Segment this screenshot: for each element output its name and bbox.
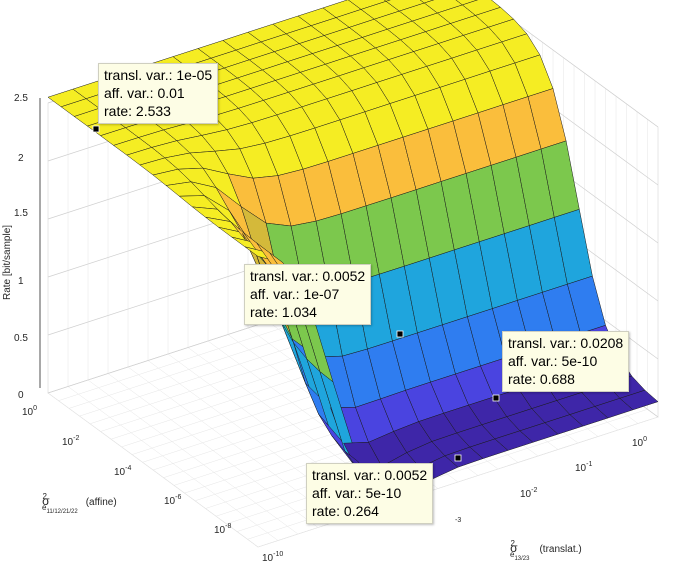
affine-tick-1e-8: 10-8: [214, 523, 231, 536]
z-tick-2: 2: [18, 153, 24, 164]
datatip-3-affine: aff. var.: 5e-10: [508, 353, 598, 369]
datatip-marker-1[interactable]: [92, 125, 100, 133]
datatip-2[interactable]: transl. var.: 0.0052 aff. var.: 1e-07 ra…: [244, 264, 372, 325]
datatip-4-transl: transl. var.: 0.0052: [312, 467, 428, 483]
z-tick-1.5: 1.5: [14, 208, 28, 219]
translat-tick-1e0: 100: [632, 436, 647, 449]
datatip-1-rate: rate: 2.533: [104, 103, 171, 119]
datatip-1[interactable]: transl. var.: 1e-05 aff. var.: 0.01 rate…: [98, 63, 219, 124]
translat-axis-label: σ2 e13/23(translat.): [510, 539, 582, 562]
grid-line: [257, 416, 659, 548]
datatip-1-affine: aff. var.: 0.01: [104, 85, 185, 101]
affine-tick-1e-4: 10-4: [114, 465, 131, 478]
datatip-3[interactable]: transl. var.: 0.0208 aff. var.: 5e-10 ra…: [502, 331, 630, 392]
affine-tick-1e-2: 10-2: [62, 435, 79, 448]
z-tick-0: 0: [18, 390, 24, 401]
datatip-2-affine: aff. var.: 1e-07: [250, 286, 340, 302]
datatip-1-transl: transl. var.: 1e-05: [104, 67, 213, 83]
datatip-marker-4[interactable]: [454, 454, 462, 462]
affine-axis-label: σ2 e11/12/21/22(affine): [42, 492, 117, 515]
datatip-2-transl: transl. var.: 0.0052: [250, 268, 366, 284]
affine-tick-1e-6: 10-6: [164, 494, 181, 507]
z-axis-label: Rate [bit/sample]: [2, 225, 13, 300]
datatip-2-rate: rate: 1.034: [250, 304, 317, 320]
translat-tick-1e-2: 10-2: [520, 487, 537, 500]
datatip-3-transl: transl. var.: 0.0208: [508, 335, 624, 351]
datatip-4-affine: aff. var.: 5e-10: [312, 485, 402, 501]
datatip-3-rate: rate: 0.688: [508, 371, 575, 387]
surface-patch: [619, 389, 659, 411]
datatip-4[interactable]: transl. var.: 0.0052 aff. var.: 5e-10 ra…: [306, 463, 434, 524]
surface-patch: [419, 0, 435, 4]
translat-tick-1e-3: -3: [455, 517, 461, 524]
affine-tick-1e0: 100: [22, 405, 37, 418]
z-tick-0.5: 0.5: [14, 333, 28, 344]
surface-patch: [455, 0, 479, 6]
datatip-marker-3[interactable]: [492, 394, 500, 402]
translat-tick-1e-1: 10-1: [575, 461, 592, 474]
datatip-marker-2[interactable]: [396, 330, 404, 338]
affine-tick-1e-10: 10-10: [262, 551, 283, 564]
z-tick-1: 1: [18, 276, 24, 287]
datatip-4-rate: rate: 0.264: [312, 503, 379, 519]
z-tick-2.5: 2.5: [14, 93, 28, 104]
